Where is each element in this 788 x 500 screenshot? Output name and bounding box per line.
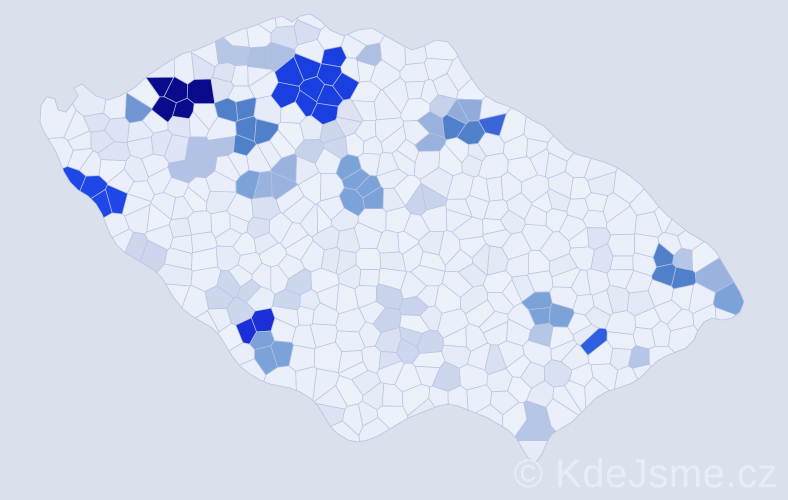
map-district[interactable]	[584, 0, 688, 181]
map-district-highlighted[interactable]	[211, 77, 234, 102]
map-district[interactable]	[359, 269, 379, 286]
map-district-highlighted[interactable]	[713, 252, 788, 335]
map-district[interactable]	[447, 0, 555, 91]
map-district[interactable]	[21, 0, 113, 116]
map-district-highlighted[interactable]	[430, 95, 457, 118]
map-district-highlighted[interactable]	[32, 189, 112, 258]
map-district-highlighted[interactable]	[98, 142, 130, 161]
map-district-highlighted[interactable]	[421, 183, 447, 210]
map-district[interactable]	[104, 56, 127, 119]
map-district[interactable]	[408, 398, 455, 500]
map-district[interactable]	[678, 160, 788, 251]
map-district-highlighted[interactable]	[627, 291, 654, 316]
map-district[interactable]	[0, 213, 130, 293]
map-district-highlighted[interactable]	[417, 111, 444, 137]
map-district[interactable]	[403, 0, 427, 65]
map-district[interactable]	[359, 418, 428, 500]
map-district-highlighted[interactable]	[164, 135, 189, 163]
map-district-highlighted[interactable]	[106, 185, 128, 214]
map-district[interactable]	[356, 248, 381, 269]
map-district-highlighted[interactable]	[629, 346, 650, 369]
map-district[interactable]	[655, 138, 716, 233]
map-district-highlighted[interactable]	[205, 286, 234, 309]
map-district-highlighted[interactable]	[266, 42, 295, 72]
map-district[interactable]	[297, 306, 314, 325]
kdejsme-watermark: © KdeJsme.cz	[513, 452, 778, 496]
map-district-highlighted[interactable]	[479, 113, 507, 135]
map-district[interactable]	[0, 138, 73, 196]
map-district-highlighted[interactable]	[363, 186, 384, 208]
map-district[interactable]	[665, 37, 788, 236]
map-district-highlighted[interactable]	[0, 166, 86, 285]
map-district[interactable]	[486, 177, 503, 202]
map-district-highlighted[interactable]	[247, 217, 270, 239]
map-district[interactable]	[0, 229, 133, 416]
map-district-highlighted[interactable]	[252, 197, 281, 221]
map-district[interactable]	[524, 0, 671, 142]
map-district[interactable]	[457, 0, 574, 100]
map-district-highlighted[interactable]	[321, 248, 340, 274]
map-district-highlighted[interactable]	[396, 339, 419, 364]
map-district[interactable]	[479, 27, 556, 119]
map-district-highlighted[interactable]	[333, 73, 360, 101]
map-district-highlighted[interactable]	[417, 330, 443, 353]
map-district[interactable]	[669, 325, 746, 422]
map-district[interactable]	[613, 0, 788, 204]
map-district-highlighted[interactable]	[271, 341, 294, 367]
map-district-highlighted[interactable]	[187, 79, 215, 104]
map-district[interactable]	[448, 386, 469, 444]
map-district[interactable]	[0, 0, 76, 141]
map-district-highlighted[interactable]	[580, 328, 607, 355]
map-district-highlighted[interactable]	[458, 263, 487, 287]
map-district-highlighted[interactable]	[227, 297, 255, 325]
map-district-highlighted[interactable]	[512, 420, 563, 441]
map-district[interactable]	[230, 421, 370, 500]
map-district-highlighted[interactable]	[415, 133, 446, 151]
map-district-highlighted[interactable]	[356, 43, 382, 66]
map-district[interactable]	[54, 359, 266, 500]
map-district-highlighted[interactable]	[336, 117, 362, 136]
map-district-highlighted[interactable]	[528, 323, 553, 346]
map-district-highlighted[interactable]	[268, 403, 345, 458]
map-district-highlighted[interactable]	[379, 352, 402, 370]
map-district[interactable]	[547, 0, 673, 161]
map-district[interactable]	[417, 0, 528, 60]
map-district-highlighted[interactable]	[591, 244, 613, 273]
country-outline	[39, 13, 745, 463]
map-district-highlighted[interactable]	[487, 246, 508, 275]
map-district-highlighted[interactable]	[190, 149, 217, 178]
map-district-highlighted[interactable]	[336, 250, 356, 275]
map-district[interactable]	[30, 311, 219, 500]
map-district-highlighted[interactable]	[544, 360, 572, 388]
map-district[interactable]	[610, 256, 633, 270]
map-district[interactable]	[296, 367, 317, 414]
map-district-highlighted[interactable]	[294, 20, 320, 45]
map-district[interactable]	[188, 211, 212, 235]
map-district[interactable]	[273, 0, 298, 27]
map-district-highlighted[interactable]	[273, 289, 301, 310]
map-district[interactable]	[174, 25, 195, 85]
map-district[interactable]	[692, 182, 788, 273]
map-district-highlighted[interactable]	[549, 303, 574, 327]
map-district-highlighted[interactable]	[673, 248, 693, 270]
map-district[interactable]	[630, 46, 781, 216]
map-district-highlighted[interactable]	[432, 361, 460, 391]
map-district-highlighted[interactable]	[321, 46, 346, 67]
map-district[interactable]	[82, 0, 175, 78]
map-district-highlighted[interactable]	[485, 345, 506, 375]
map-district[interactable]	[223, 366, 297, 500]
map-district-highlighted[interactable]	[229, 46, 250, 66]
map-district-highlighted[interactable]	[236, 318, 257, 344]
map-district[interactable]	[447, 404, 503, 500]
map-district[interactable]	[0, 283, 190, 500]
